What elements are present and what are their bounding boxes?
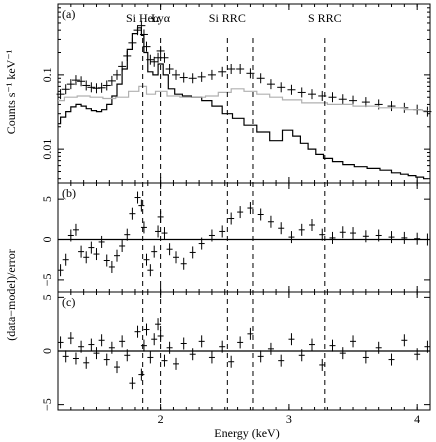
y-tick-label-c-1: 0 <box>40 348 54 354</box>
panel-frame-a <box>57 3 431 184</box>
y-tick-label-a-1: 0.1 <box>40 67 54 82</box>
y-tick-label-b-0: −5 <box>40 273 54 286</box>
y-tick-label-a-0: 0.01 <box>40 139 54 160</box>
model-series-line <box>58 27 428 180</box>
y-axis-label-residuals: (data−model)/error <box>4 249 18 340</box>
panel-label-a: (a) <box>62 7 75 21</box>
x-tick-label-1: 3 <box>286 412 292 426</box>
panel-frame-b <box>57 182 431 293</box>
line-label-0: Si Heα <box>126 11 160 25</box>
x-tick-label-2: 4 <box>414 412 420 426</box>
panel-a: 0.01 0.1 (a) <box>40 3 432 184</box>
y-axis-label-counts: Counts s⁻¹ keV⁻¹ <box>4 49 18 134</box>
panel-label-c: (c) <box>62 295 75 309</box>
panel-b: −5 0 5 (b) <box>40 182 431 293</box>
line-label-4: S RRC <box>308 11 342 25</box>
panel-c: −5 0 5 (c) 2 3 4 <box>40 291 431 426</box>
line-label-2: Si RRC <box>209 11 246 25</box>
background-series-line <box>58 85 428 112</box>
line-marker-guides <box>142 38 326 410</box>
x-axis-label: Energy (keV) <box>214 426 279 440</box>
panel-label-b: (b) <box>62 186 76 200</box>
line-label-1: Lyα <box>151 11 171 25</box>
x-tick-label-0: 2 <box>158 412 164 426</box>
y-tick-label-b-1: 0 <box>40 237 54 243</box>
y-tick-label-b-2: 5 <box>40 196 54 202</box>
y-tick-label-c-2: 5 <box>40 294 54 300</box>
y-tick-label-c-0: −5 <box>40 398 54 411</box>
